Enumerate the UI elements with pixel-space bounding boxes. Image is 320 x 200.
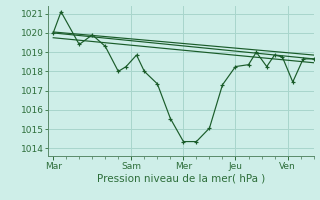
X-axis label: Pression niveau de la mer( hPa ): Pression niveau de la mer( hPa )	[97, 173, 265, 183]
